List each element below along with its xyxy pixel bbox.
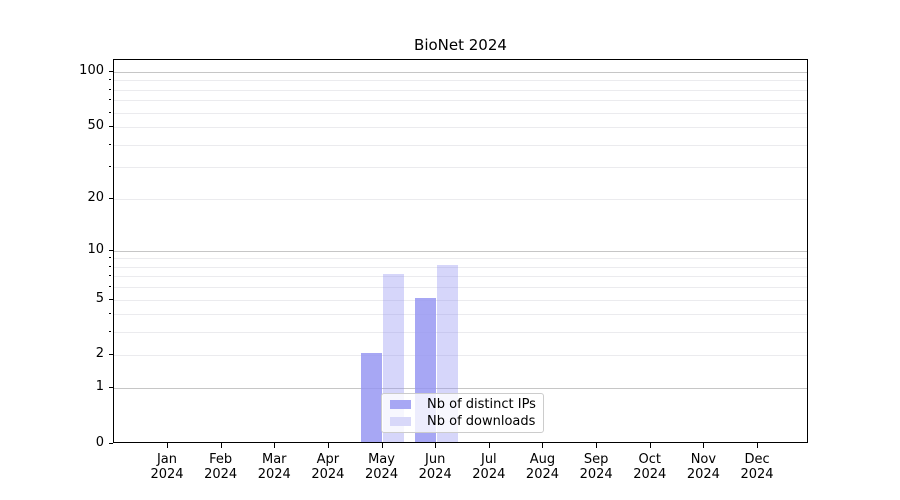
x-axis-tick-label: Jul 2024 (472, 452, 506, 482)
x-axis-tick-label: Mar 2024 (257, 452, 291, 482)
y-axis-tick-label: 2 (95, 346, 104, 362)
legend-label-distinct-ips: Nb of distinct IPs (427, 397, 536, 413)
gridline-major (114, 388, 807, 390)
legend-entry-downloads: Nb of downloads (390, 414, 535, 429)
gridline-minor (114, 287, 807, 289)
y-axis-tick-label: 20 (87, 189, 104, 205)
x-axis-tick-label: Nov 2024 (686, 452, 720, 482)
y-tick-mark (109, 71, 113, 72)
gridline-minor (114, 355, 807, 357)
gridline-minor (114, 144, 807, 146)
y-minor-tick-mark (109, 111, 111, 113)
gridline-minor (114, 167, 807, 169)
bar-distinct-ips-may (360, 353, 383, 442)
y-minor-tick-mark (109, 257, 111, 259)
y-minor-tick-mark (109, 99, 111, 101)
gridline-minor (114, 258, 807, 260)
x-axis-tick-label: Jan 2024 (150, 452, 184, 482)
legend: Nb of distinct IPs Nb of downloads (381, 393, 544, 433)
x-axis-tick-label: Aug 2024 (525, 452, 560, 482)
y-axis-tick-label: 10 (87, 241, 104, 257)
x-tick-mark (167, 443, 168, 448)
x-tick-mark (488, 443, 490, 448)
y-tick-mark (109, 443, 113, 444)
gridline-minor (114, 314, 807, 316)
y-minor-tick-mark (109, 313, 111, 315)
x-axis-tick-label: Dec 2024 (740, 452, 774, 482)
x-axis-tick-label: Apr 2024 (311, 452, 345, 482)
y-minor-tick-mark (109, 79, 111, 81)
y-tick-mark (109, 298, 113, 300)
x-tick-mark (435, 443, 437, 448)
gridline-minor (114, 80, 807, 82)
x-tick-mark (757, 443, 759, 448)
y-minor-tick-mark (109, 331, 111, 333)
legend-swatch-distinct-ips (390, 400, 411, 410)
y-tick-mark (109, 387, 113, 389)
gridline-minor (114, 127, 807, 129)
y-minor-tick-mark (109, 143, 111, 145)
x-tick-mark (542, 443, 544, 448)
plot-area (113, 59, 808, 443)
y-axis-tick-label: 0 (95, 435, 104, 450)
y-minor-tick-mark (109, 286, 111, 288)
gridline-minor (114, 198, 807, 200)
gridline-minor (114, 89, 807, 91)
legend-entry-distinct-ips: Nb of distinct IPs (390, 397, 536, 413)
y-tick-mark (109, 249, 113, 251)
gridline-minor (114, 266, 807, 268)
y-axis-tick-label: 50 (87, 118, 104, 134)
y-minor-tick-mark (109, 265, 111, 267)
y-tick-mark (109, 197, 113, 199)
x-tick-mark (649, 443, 651, 448)
y-minor-tick-mark (109, 88, 111, 90)
x-tick-mark (274, 443, 276, 448)
x-tick-mark (381, 443, 383, 448)
x-axis-tick-label: Oct 2024 (633, 452, 667, 482)
x-tick-mark (327, 443, 329, 448)
x-axis-tick-label: Jun 2024 (418, 452, 452, 482)
x-axis-tick-label: May 2024 (365, 452, 399, 482)
x-tick-mark (596, 443, 598, 448)
gridline-minor (114, 112, 807, 114)
gridline-minor (114, 332, 807, 334)
y-tick-mark (109, 354, 113, 356)
chart-title: BioNet 2024 (414, 36, 507, 54)
y-tick-mark (109, 126, 113, 128)
gridline-minor (114, 276, 807, 278)
legend-label-downloads: Nb of downloads (427, 413, 536, 429)
y-minor-tick-mark (109, 275, 111, 277)
y-axis-tick-label: 1 (95, 379, 104, 395)
x-axis-tick-label: Feb 2024 (204, 452, 238, 482)
y-minor-tick-mark (109, 166, 111, 168)
y-axis-tick-label: 100 (79, 63, 104, 78)
legend-swatch-downloads (390, 416, 411, 426)
x-tick-mark (220, 443, 222, 448)
x-axis-tick-label: Sep 2024 (579, 452, 613, 482)
gridline-major (114, 250, 807, 252)
y-axis-tick-label: 5 (95, 290, 104, 306)
gridline-minor (114, 100, 807, 102)
x-tick-mark (703, 443, 705, 448)
gridline-major (114, 72, 807, 73)
gridline-minor (114, 299, 807, 301)
